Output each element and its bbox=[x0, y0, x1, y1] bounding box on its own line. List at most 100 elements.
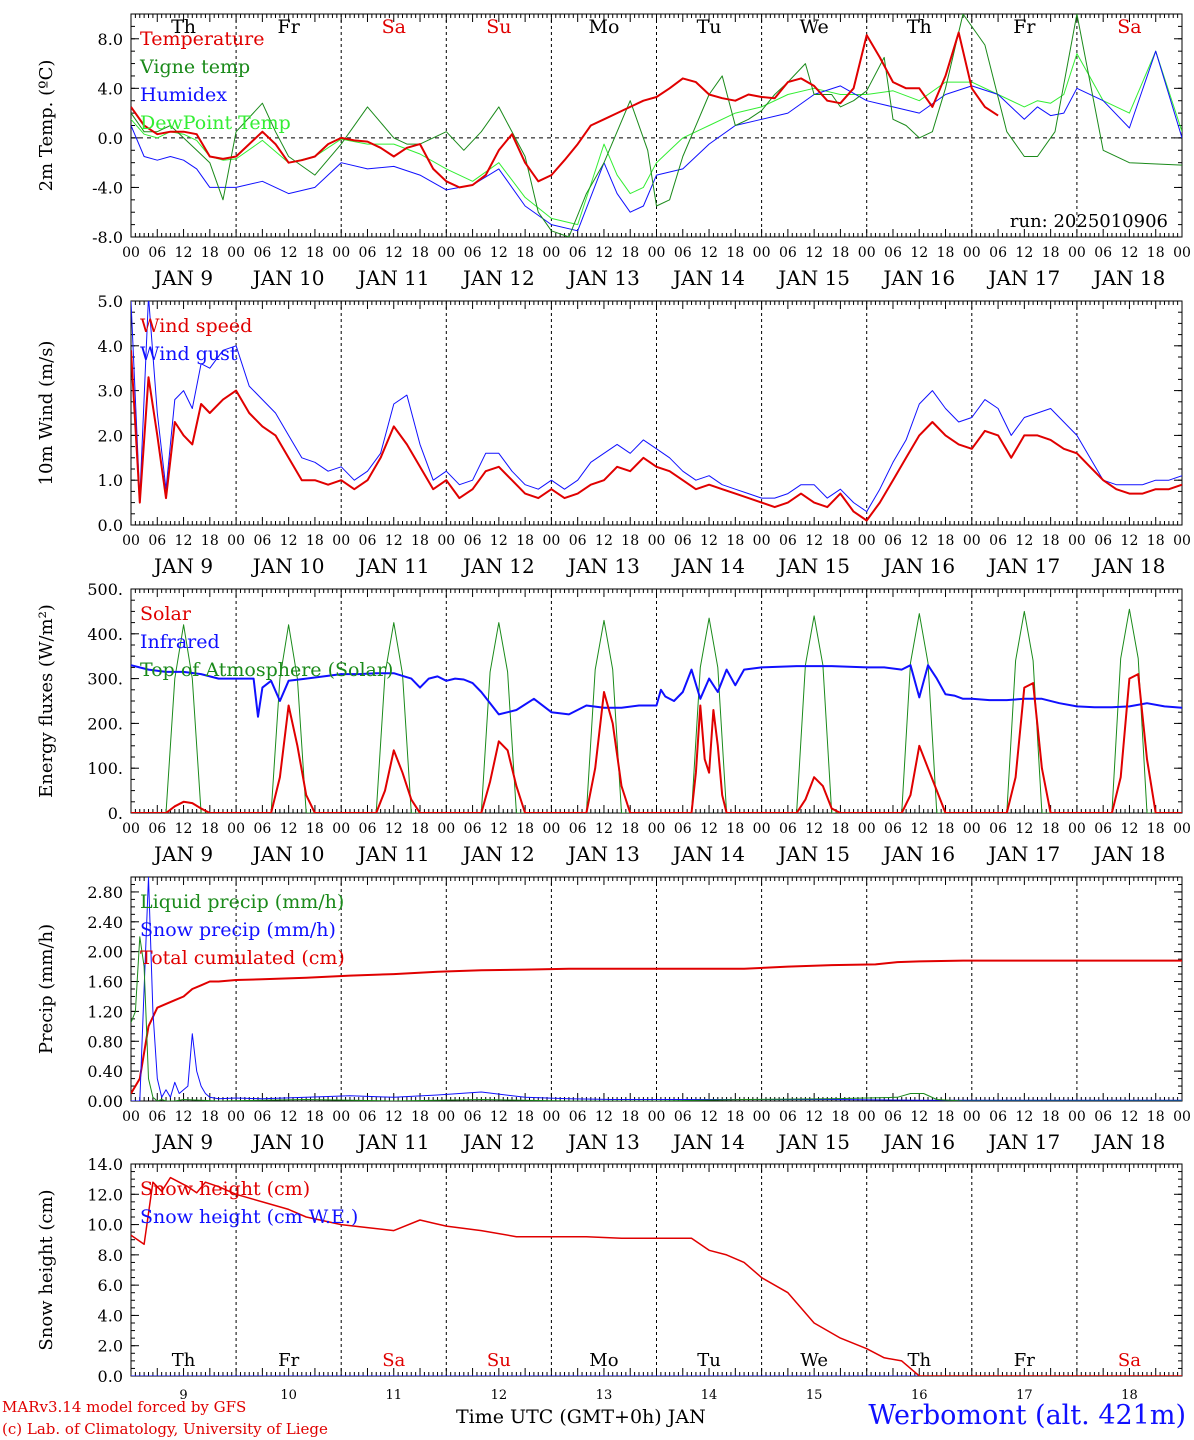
x-hour-label: 06 bbox=[253, 821, 271, 837]
x-hour-label: 00 bbox=[1068, 245, 1086, 261]
x-hour-label: 12 bbox=[385, 533, 403, 549]
y-tick-label: 0. bbox=[108, 804, 123, 823]
y-tick-label: 8.0 bbox=[98, 30, 123, 49]
x-hour-label: 18 bbox=[201, 821, 219, 837]
x-hour-label: 18 bbox=[726, 245, 744, 261]
x-hour-label: 12 bbox=[595, 533, 613, 549]
weekday-label: Mo bbox=[588, 16, 619, 38]
x-hour-label: 18 bbox=[1147, 533, 1165, 549]
x-date-label: JAN 12 bbox=[461, 1130, 535, 1154]
series-line-dewpoint-temp bbox=[131, 50, 1182, 226]
x-hour-label: 06 bbox=[779, 1109, 797, 1125]
x-date-label: JAN 12 bbox=[461, 266, 535, 290]
weekday-label: Su bbox=[487, 1350, 511, 1371]
x-date-label: JAN 16 bbox=[881, 842, 955, 866]
y-tick-label: 200. bbox=[87, 714, 123, 733]
series-line-wind-gust bbox=[131, 301, 1182, 513]
x-hour-label: 12 bbox=[280, 821, 298, 837]
x-hour-label: 06 bbox=[989, 1109, 1007, 1125]
lab-credit: (c) Lab. of Climatology, University of L… bbox=[2, 1420, 328, 1438]
x-hour-label: 00 bbox=[648, 533, 666, 549]
x-hour-label: 00 bbox=[963, 1109, 981, 1125]
x-hour-label: 00 bbox=[227, 1109, 245, 1125]
x-date-label: JAN 9 bbox=[152, 842, 213, 866]
x-hour-label: 00 bbox=[1173, 245, 1191, 261]
series-line-temperature bbox=[131, 31, 999, 189]
chart-panel-5: 0.0 2.0 4.0 6.0 8.0 10.0 12.0 14.0 Snow height (… bbox=[36, 1155, 1183, 1403]
y-tick-label: 5.0 bbox=[98, 292, 123, 311]
run-label: run: 2025010906 bbox=[1010, 211, 1168, 232]
x-day-number: 17 bbox=[1016, 1388, 1033, 1403]
x-hour-label: 00 bbox=[332, 533, 350, 549]
x-hour-label: 06 bbox=[359, 1109, 377, 1125]
x-hour-label: 18 bbox=[411, 245, 429, 261]
x-hour-label: 12 bbox=[910, 821, 928, 837]
x-hour-label: 12 bbox=[595, 821, 613, 837]
x-hour-label: 06 bbox=[148, 821, 166, 837]
weekday-label: Sa bbox=[1118, 1350, 1141, 1371]
weekday-label: We bbox=[800, 1350, 828, 1371]
y-tick-label: 2.40 bbox=[87, 913, 123, 932]
x-hour-label: 00 bbox=[1068, 821, 1086, 837]
x-hour-label: 12 bbox=[1015, 1109, 1033, 1125]
weekday-label: Mo bbox=[589, 1350, 618, 1371]
chart-panel-4: 0.00 0.40 0.80 1.20 1.60 2.00 2.40 2.80 Precip (… bbox=[36, 876, 1191, 1154]
weekday-label: Sa bbox=[1117, 16, 1141, 38]
x-hour-label: 00 bbox=[332, 821, 350, 837]
x-date-label: JAN 10 bbox=[251, 266, 325, 290]
x-day-number: 16 bbox=[911, 1388, 928, 1403]
legend-entry: DewPoint Temp bbox=[140, 112, 291, 134]
x-hour-label: 06 bbox=[464, 533, 482, 549]
series-line-infrared bbox=[131, 664, 1182, 718]
x-hour-label: 18 bbox=[516, 533, 534, 549]
x-hour-label: 18 bbox=[516, 245, 534, 261]
x-hour-label: 12 bbox=[175, 821, 193, 837]
series-group bbox=[131, 877, 1182, 1101]
series-group bbox=[131, 301, 1182, 522]
x-hour-label: 12 bbox=[385, 1109, 403, 1125]
x-hour-label: 18 bbox=[411, 821, 429, 837]
x-hour-label: 06 bbox=[464, 821, 482, 837]
x-date-label: JAN 17 bbox=[986, 842, 1060, 866]
x-day-number: 15 bbox=[806, 1388, 823, 1403]
x-hour-label: 00 bbox=[753, 245, 771, 261]
x-hour-label: 06 bbox=[779, 533, 797, 549]
x-hour-label: 06 bbox=[569, 245, 587, 261]
x-hour-label: 18 bbox=[621, 533, 639, 549]
x-hour-label: 18 bbox=[306, 533, 324, 549]
x-hour-label: 12 bbox=[1015, 821, 1033, 837]
legend-entry: Liquid precip (mm/h) bbox=[140, 891, 344, 913]
y-tick-label: 300. bbox=[87, 670, 123, 689]
legend-entry: Humidex bbox=[140, 84, 227, 106]
x-hour-label: 12 bbox=[700, 821, 718, 837]
series-line-total-cumulated-cm- bbox=[131, 959, 1182, 1095]
legend-entry: Vigne temp bbox=[139, 56, 250, 78]
weekday-label: Tu bbox=[697, 1350, 721, 1371]
x-hour-label: 06 bbox=[1094, 1109, 1112, 1125]
x-date-label: JAN 15 bbox=[776, 554, 850, 578]
x-hour-label: 00 bbox=[542, 821, 560, 837]
y-tick-label: 4.0 bbox=[98, 79, 123, 98]
x-day-number: 12 bbox=[491, 1388, 508, 1403]
x-hour-label: 18 bbox=[306, 1109, 324, 1125]
series-group bbox=[131, 1176, 1182, 1376]
x-hour-label: 12 bbox=[805, 1109, 823, 1125]
x-hour-label: 00 bbox=[1173, 1109, 1191, 1125]
y-axis-label: 2m Temp. (ºC) bbox=[36, 60, 57, 192]
x-hour-label: 18 bbox=[1042, 533, 1060, 549]
x-hour-label: 12 bbox=[805, 821, 823, 837]
x-hour-label: 00 bbox=[858, 1109, 876, 1125]
y-tick-label: 0.0 bbox=[98, 516, 123, 535]
x-hour-label: 06 bbox=[253, 245, 271, 261]
x-hour-label: 06 bbox=[359, 821, 377, 837]
x-hour-label: 06 bbox=[253, 533, 271, 549]
x-hour-label: 18 bbox=[937, 821, 955, 837]
x-hour-label: 00 bbox=[227, 821, 245, 837]
x-hour-label: 06 bbox=[359, 533, 377, 549]
x-hour-label: 12 bbox=[805, 533, 823, 549]
x-hour-label: 00 bbox=[1173, 533, 1191, 549]
x-date-label: JAN 14 bbox=[671, 1130, 745, 1154]
x-hour-label: 06 bbox=[884, 821, 902, 837]
series-line-snow-height-cm- bbox=[131, 1176, 1182, 1376]
